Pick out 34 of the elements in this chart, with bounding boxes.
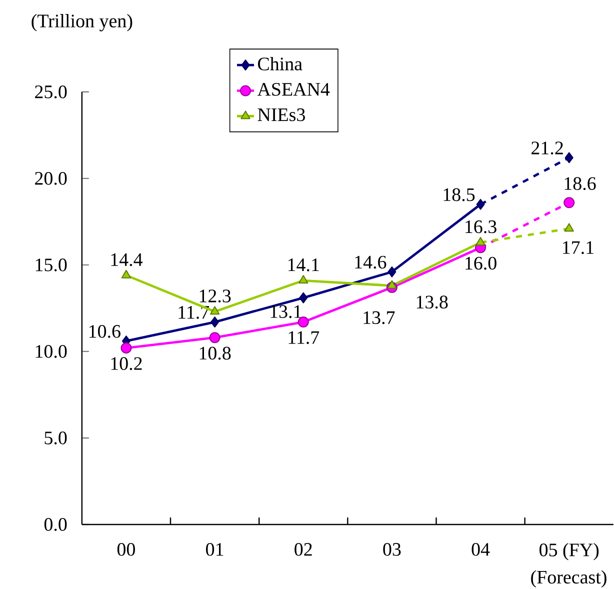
x-tick-label: 04 [472,542,490,556]
legend-label: ASEAN4 [257,82,330,96]
text: (Forecast) [531,570,606,588]
legend-label: China [258,56,302,70]
y-tick-label: 5.0 [44,431,67,444]
data-label: 10.8 [200,346,231,360]
x-tick-label: 01 [206,542,224,556]
data-label: 10.2 [111,356,142,370]
data-label: 14.4 [111,253,143,266]
data-label: 13.1 [270,305,302,318]
data-label: 18.5 [444,188,475,201]
data-label: 16.0 [466,256,496,270]
y-axis-title: (Trillion yen) [32,14,132,32]
data-label: 16.3 [466,220,496,234]
x-tick-label: 02 [294,542,312,556]
x-tick-label: 05 (FY) [540,542,599,560]
data-label: 18.6 [564,176,596,190]
legend-label: NIEs3 [258,108,305,121]
x-tick-label: 03 [383,542,401,556]
y-tick-label: 0.0 [44,518,67,531]
data-label: 14.6 [355,256,386,268]
y-tick-label: 20.0 [35,172,67,185]
data-label: 13.8 [416,295,448,308]
data-label: 11.7 [288,331,320,344]
y-tick-label: 25.0 [35,85,67,98]
data-label: 17.1 [563,241,594,254]
data-label: 12.3 [200,289,231,302]
data-label: 21.2 [532,141,563,154]
data-label: 13.7 [364,311,395,324]
y-tick-label: 15.0 [36,258,67,272]
x-tick-label: 00 [117,542,135,556]
data-label: 14.1 [288,258,319,272]
data-label: 10.6 [89,324,120,338]
y-tick-label: 10.0 [36,344,67,358]
